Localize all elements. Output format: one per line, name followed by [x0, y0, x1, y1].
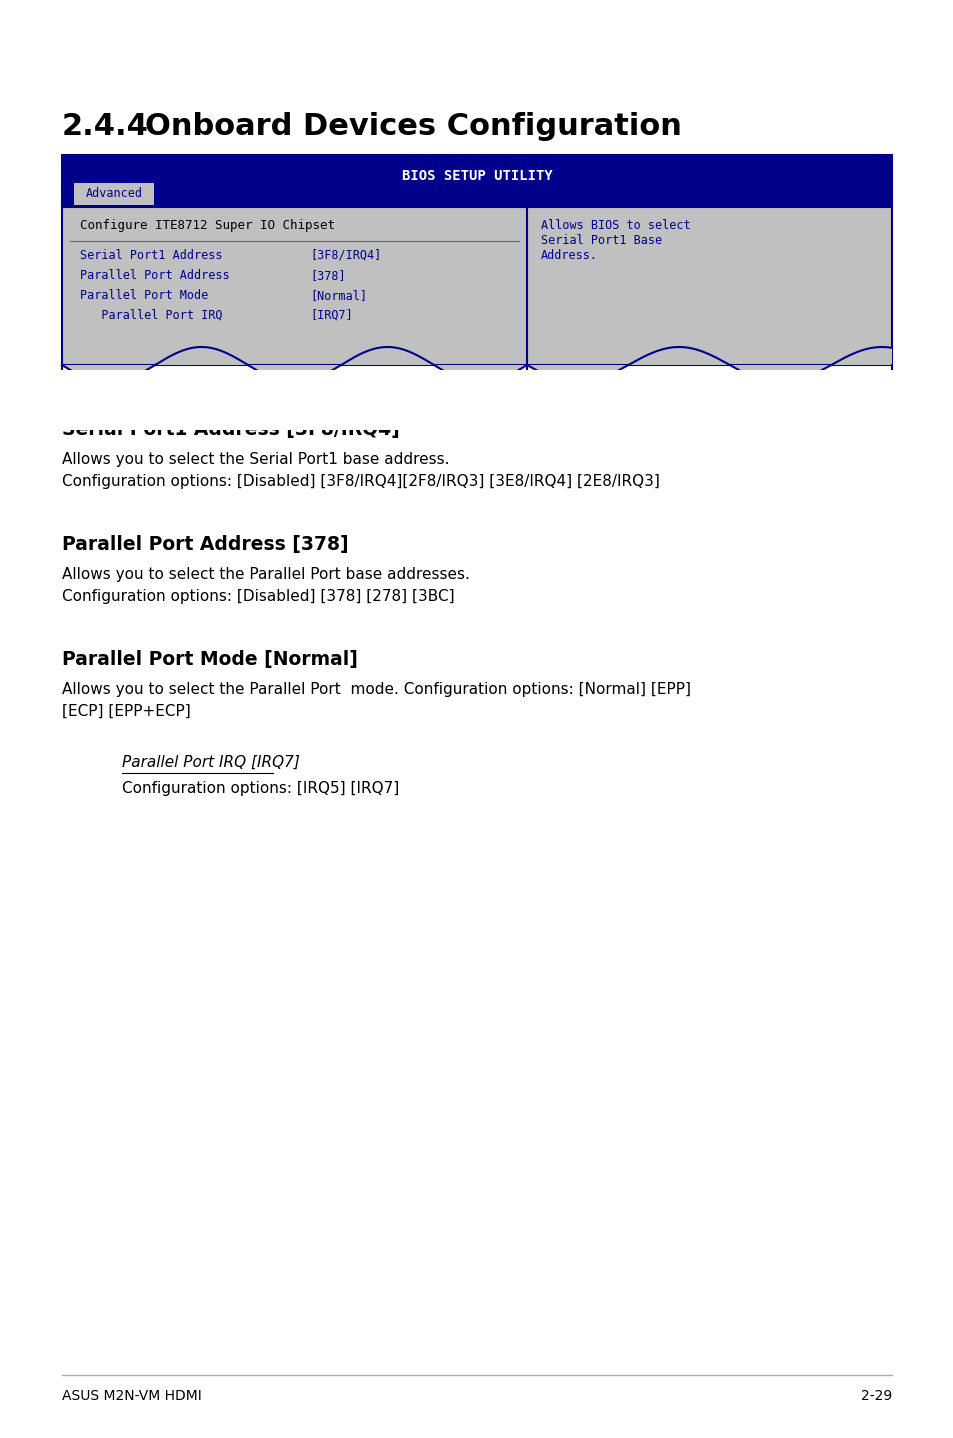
- Text: Allows you to select the Serial Port1 base address.: Allows you to select the Serial Port1 ba…: [62, 452, 449, 467]
- Text: Configuration options: [IRQ5] [IRQ7]: Configuration options: [IRQ5] [IRQ7]: [122, 781, 399, 797]
- Text: 2.4.4: 2.4.4: [62, 112, 149, 141]
- Text: Allows you to select the Parallel Port  mode. Configuration options: [Normal] [E: Allows you to select the Parallel Port m…: [62, 682, 690, 697]
- Text: [378]: [378]: [310, 269, 345, 282]
- Text: 2-29: 2-29: [860, 1389, 891, 1403]
- Text: Onboard Devices Configuration: Onboard Devices Configuration: [145, 112, 681, 141]
- Text: Advanced: Advanced: [86, 187, 142, 200]
- Text: [3F8/IRQ4]: [3F8/IRQ4]: [310, 249, 381, 262]
- FancyBboxPatch shape: [74, 183, 153, 206]
- Text: ASUS M2N-VM HDMI: ASUS M2N-VM HDMI: [62, 1389, 201, 1403]
- Polygon shape: [62, 347, 526, 383]
- Text: Configuration options: [Disabled] [378] [278] [3BC]: Configuration options: [Disabled] [378] …: [62, 590, 455, 604]
- Text: Parallel Port IRQ: Parallel Port IRQ: [80, 309, 222, 322]
- Text: Serial Port1 Address: Serial Port1 Address: [80, 249, 222, 262]
- Text: Serial Port1 Address [3F8/IRQ4]: Serial Port1 Address [3F8/IRQ4]: [62, 420, 399, 439]
- FancyBboxPatch shape: [62, 207, 891, 365]
- Text: Parallel Port Address: Parallel Port Address: [80, 269, 230, 282]
- Text: Configuration options: [Disabled] [3F8/IRQ4][2F8/IRQ3] [3E8/IRQ4] [2E8/IRQ3]: Configuration options: [Disabled] [3F8/I…: [62, 475, 659, 489]
- Text: BIOS SETUP UTILITY: BIOS SETUP UTILITY: [401, 170, 552, 183]
- Text: [IRQ7]: [IRQ7]: [310, 309, 353, 322]
- Text: Parallel Port Mode [Normal]: Parallel Port Mode [Normal]: [62, 650, 357, 669]
- Text: Parallel Port IRQ [IRQ7]: Parallel Port IRQ [IRQ7]: [122, 755, 299, 769]
- Text: [ECP] [EPP+ECP]: [ECP] [EPP+ECP]: [62, 705, 191, 719]
- Text: Parallel Port Mode: Parallel Port Mode: [80, 289, 208, 302]
- Text: Allows you to select the Parallel Port base addresses.: Allows you to select the Parallel Port b…: [62, 567, 470, 582]
- FancyBboxPatch shape: [62, 155, 891, 207]
- Text: [Normal]: [Normal]: [310, 289, 367, 302]
- Text: Allows BIOS to select
Serial Port1 Base
Address.: Allows BIOS to select Serial Port1 Base …: [540, 219, 690, 262]
- Text: Configure ITE8712 Super IO Chipset: Configure ITE8712 Super IO Chipset: [80, 219, 335, 232]
- Text: Parallel Port Address [378]: Parallel Port Address [378]: [62, 535, 348, 554]
- FancyBboxPatch shape: [60, 370, 893, 430]
- Polygon shape: [526, 347, 891, 383]
